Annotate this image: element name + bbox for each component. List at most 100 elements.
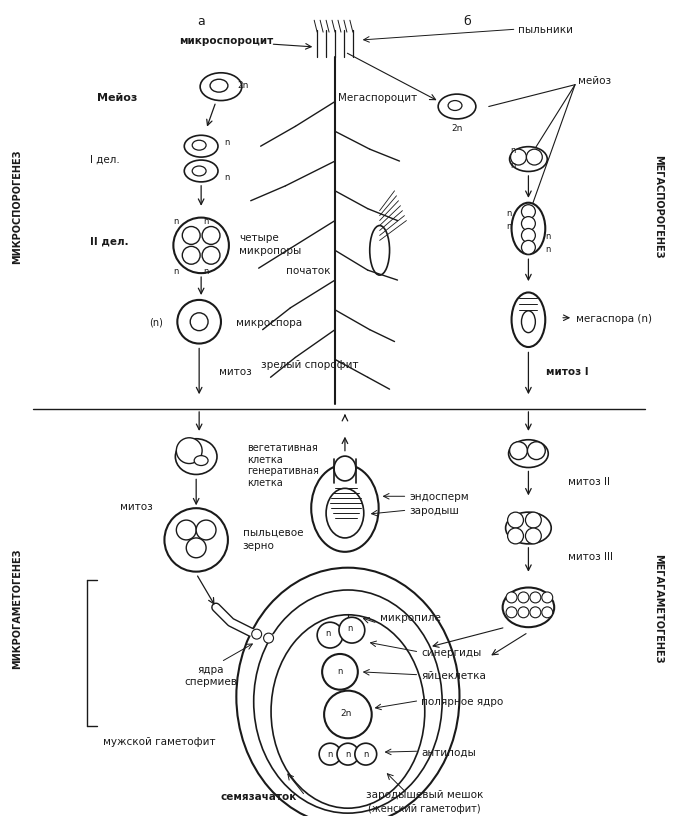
Circle shape bbox=[508, 528, 523, 544]
Text: зародыш: зародыш bbox=[410, 505, 459, 515]
Text: микропоры: микропоры bbox=[239, 246, 301, 256]
Text: зерно: зерно bbox=[243, 541, 275, 550]
Circle shape bbox=[178, 301, 221, 344]
Circle shape bbox=[508, 513, 523, 528]
Text: n: n bbox=[506, 209, 511, 218]
Text: n: n bbox=[325, 628, 331, 637]
Text: микроспора: микроспора bbox=[236, 317, 302, 328]
Circle shape bbox=[322, 654, 358, 690]
Circle shape bbox=[518, 607, 529, 618]
Text: 2n: 2n bbox=[452, 124, 462, 133]
Circle shape bbox=[252, 630, 262, 640]
Circle shape bbox=[165, 509, 228, 572]
Text: n: n bbox=[327, 749, 333, 758]
Circle shape bbox=[506, 592, 517, 603]
Ellipse shape bbox=[506, 513, 551, 544]
Ellipse shape bbox=[271, 615, 425, 808]
Text: n: n bbox=[338, 667, 343, 676]
Circle shape bbox=[319, 744, 341, 765]
Circle shape bbox=[196, 520, 216, 541]
Text: n: n bbox=[347, 623, 352, 632]
Text: 2n: 2n bbox=[340, 708, 352, 717]
Text: МЕГАСПОРОГЕНЕЗ: МЕГАСПОРОГЕНЕЗ bbox=[653, 155, 664, 258]
Text: антиподы: антиподы bbox=[421, 746, 476, 756]
Text: четыре: четыре bbox=[239, 233, 279, 243]
Text: генеративная: генеративная bbox=[247, 466, 319, 476]
Circle shape bbox=[339, 618, 365, 643]
Ellipse shape bbox=[184, 161, 218, 183]
Text: Мейоз: Мейоз bbox=[97, 93, 138, 102]
Ellipse shape bbox=[192, 141, 206, 151]
Ellipse shape bbox=[370, 226, 389, 276]
Text: мегаспора (n): мегаспора (n) bbox=[576, 314, 652, 324]
Text: початок: початок bbox=[286, 266, 330, 276]
Circle shape bbox=[510, 442, 527, 460]
Ellipse shape bbox=[503, 588, 554, 627]
Ellipse shape bbox=[311, 465, 379, 552]
Text: клетка: клетка bbox=[247, 477, 283, 488]
Text: МИКРОГАМЕТОГЕНЕЗ: МИКРОГАМЕТОГЕНЕЗ bbox=[11, 547, 22, 667]
Circle shape bbox=[527, 442, 545, 460]
Text: пыльцевое: пыльцевое bbox=[243, 527, 303, 537]
Circle shape bbox=[202, 227, 220, 245]
Text: митоз II: митоз II bbox=[568, 477, 610, 486]
Text: зрелый спорофит: зрелый спорофит bbox=[261, 360, 359, 370]
Text: n: n bbox=[545, 232, 551, 241]
Text: пыльники: пыльники bbox=[518, 25, 574, 35]
Circle shape bbox=[190, 314, 208, 331]
Circle shape bbox=[522, 229, 535, 243]
Ellipse shape bbox=[210, 80, 228, 93]
Circle shape bbox=[506, 607, 517, 618]
Text: II дел.: II дел. bbox=[90, 236, 129, 246]
Circle shape bbox=[526, 150, 542, 165]
Text: митоз: митоз bbox=[219, 367, 252, 377]
Text: n: n bbox=[545, 245, 551, 254]
Ellipse shape bbox=[192, 167, 206, 177]
Circle shape bbox=[525, 528, 541, 544]
Circle shape bbox=[355, 744, 377, 765]
Text: митоз I: митоз I bbox=[546, 367, 589, 377]
Ellipse shape bbox=[512, 203, 545, 255]
Circle shape bbox=[264, 633, 273, 643]
Text: синергиды: синергиды bbox=[421, 647, 481, 657]
Circle shape bbox=[522, 217, 535, 231]
Ellipse shape bbox=[326, 489, 364, 538]
Text: n: n bbox=[173, 266, 179, 275]
Text: n: n bbox=[345, 749, 350, 758]
Text: n: n bbox=[506, 222, 511, 231]
Text: мейоз: мейоз bbox=[578, 75, 611, 86]
Text: МИКРОСПОРОГЕНЕЗ: МИКРОСПОРОГЕНЕЗ bbox=[11, 149, 22, 264]
Circle shape bbox=[176, 438, 202, 464]
Circle shape bbox=[202, 247, 220, 265]
Ellipse shape bbox=[438, 95, 476, 120]
Text: мужской гаметофит: мужской гаметофит bbox=[103, 736, 216, 746]
Text: n: n bbox=[224, 173, 230, 182]
Circle shape bbox=[337, 744, 359, 765]
Circle shape bbox=[522, 241, 535, 255]
Circle shape bbox=[522, 206, 535, 219]
Text: микропиле: микропиле bbox=[379, 613, 441, 622]
Ellipse shape bbox=[508, 440, 548, 468]
Text: митоз: митоз bbox=[119, 501, 153, 512]
Text: (n): (n) bbox=[150, 317, 163, 328]
Text: а: а bbox=[197, 15, 205, 28]
Ellipse shape bbox=[184, 136, 218, 158]
Ellipse shape bbox=[176, 439, 217, 475]
Circle shape bbox=[182, 247, 200, 265]
Text: n: n bbox=[203, 266, 209, 275]
Text: (женский гаметофит): (женский гаметофит) bbox=[368, 803, 481, 812]
Circle shape bbox=[542, 592, 553, 603]
Ellipse shape bbox=[334, 456, 356, 482]
Text: микроспороцит: микроспороцит bbox=[179, 36, 273, 46]
Circle shape bbox=[317, 622, 343, 648]
Text: ядра: ядра bbox=[198, 664, 224, 674]
Circle shape bbox=[324, 690, 372, 739]
Circle shape bbox=[186, 538, 206, 558]
Text: эндосперм: эндосперм bbox=[410, 491, 469, 502]
Circle shape bbox=[530, 592, 541, 603]
Circle shape bbox=[176, 520, 196, 541]
Ellipse shape bbox=[194, 456, 208, 466]
Ellipse shape bbox=[236, 568, 460, 819]
Text: n: n bbox=[203, 217, 209, 226]
Text: митоз III: митоз III bbox=[568, 551, 613, 561]
